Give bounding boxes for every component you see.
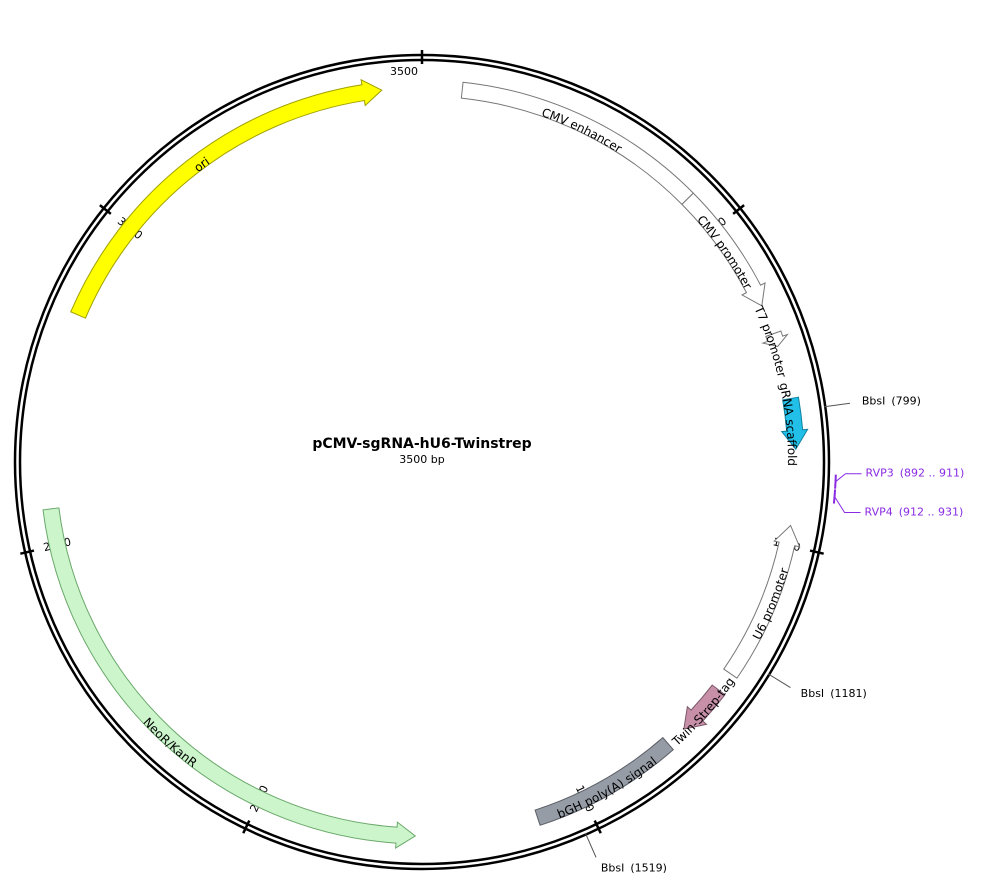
feature-bgh-poly-a-signal xyxy=(534,736,675,826)
site-label-1519: BbsI (1519) xyxy=(601,861,667,874)
plasmid-name: pCMV-sgRNA-hU6-Twinstrep xyxy=(312,436,531,452)
tick-mark-500 xyxy=(732,204,745,215)
site-marker-1519 xyxy=(585,833,597,858)
feature-label-neor-kanr: NeoR/KanR xyxy=(141,715,200,770)
site-label-799: BbsI (799) xyxy=(862,395,921,408)
primer-label-rvp3: RVP3 (892 .. 911) xyxy=(866,467,965,480)
restriction-sites: BbsI (799) BbsI (1181) BbsI (1519) xyxy=(585,395,921,874)
primer-rvp3 xyxy=(834,474,837,489)
feature-t7-promoter xyxy=(761,330,789,347)
feature-label-bgh-poly-a-signal: bGH poly(A) signal xyxy=(555,754,659,821)
feature-cmv-promoter xyxy=(681,192,766,307)
primer-label-rvp4: RVP4 (912 .. 931) xyxy=(865,506,964,519)
feature-neor-kanr xyxy=(42,507,417,850)
primer-annotations: RVP3 (892 .. 911) RVP4 (912 .. 931) xyxy=(832,467,965,519)
site-label-1181: BbsI (1181) xyxy=(801,687,867,700)
feature-label-twin-strep-tag: Twin-Strep-tag xyxy=(669,674,737,748)
feature-label-t7-promoter: T7 promoter xyxy=(752,303,790,379)
tick-mark-2500 xyxy=(20,549,35,555)
tick-mark-3000 xyxy=(99,204,112,215)
tick-label-3500: 3500 xyxy=(390,65,418,78)
feature-ori xyxy=(70,78,383,319)
plasmid-length: 3500 bp xyxy=(399,453,444,466)
feature-cmv-enhancer xyxy=(460,81,695,206)
tick-mark-2000 xyxy=(242,820,251,834)
site-marker-799 xyxy=(824,402,851,408)
site-marker-1181 xyxy=(768,673,791,688)
feature-label-grna-scaffold: gRNA scaffold xyxy=(777,381,799,466)
tick-mark-1000 xyxy=(809,549,824,555)
feature-u6-promoter xyxy=(723,524,801,679)
feature-grna-scaffold xyxy=(780,396,809,451)
feature-twin-strep-tag xyxy=(683,684,726,730)
tick-mark-1500 xyxy=(593,820,602,834)
